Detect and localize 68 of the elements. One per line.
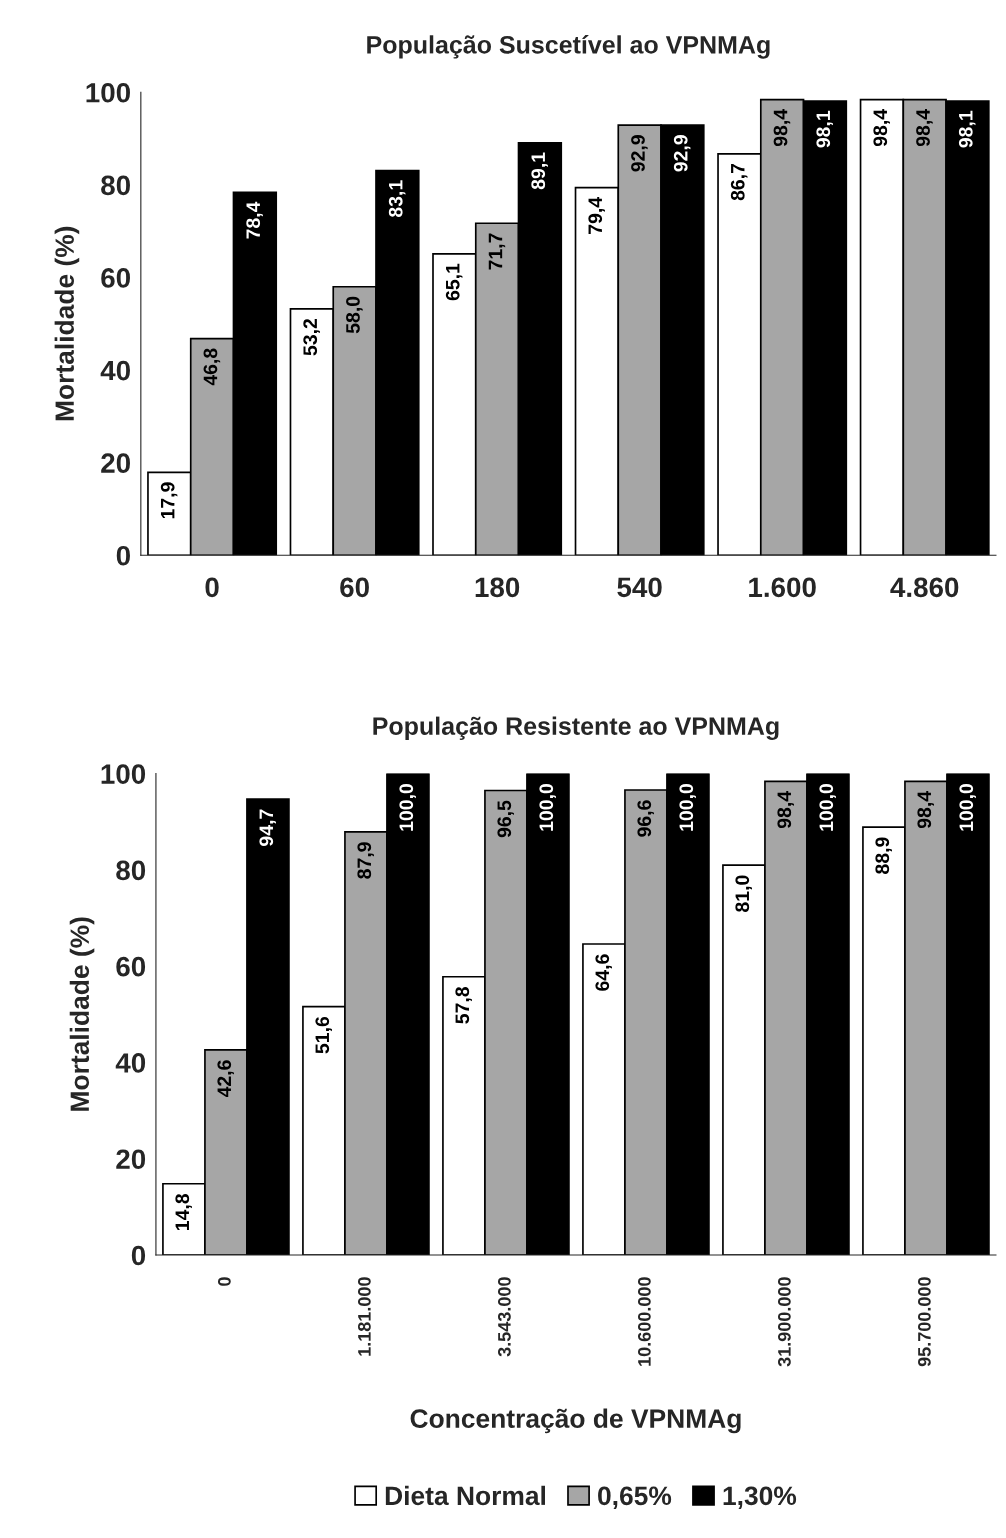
data-label: 94,7 <box>259 809 276 846</box>
data-label: 98,4 <box>917 791 934 829</box>
x-tick-label: 1.181.000 <box>357 1277 371 1356</box>
x-tick-label: 0 <box>217 1277 231 1286</box>
data-label: 78,4 <box>246 201 263 239</box>
data-label: 79,4 <box>588 197 605 234</box>
data-label: 100,0 <box>959 784 976 831</box>
legend-label: 0,65% <box>598 1486 672 1509</box>
data-label: 100,0 <box>539 784 556 831</box>
y-tick-label: 80 <box>116 860 146 881</box>
data-label: 100,0 <box>819 784 836 831</box>
x-tick-label: 95.700.000 <box>918 1277 931 1367</box>
y-tick-label: 100 <box>101 764 146 784</box>
y-tick-label: 40 <box>115 1053 146 1073</box>
x-tick-label: 180 <box>475 577 520 598</box>
y-tick-label: 0 <box>116 545 130 566</box>
data-label: 98,4 <box>916 109 933 147</box>
y-tick-label: 40 <box>100 360 130 381</box>
data-label: 46,8 <box>203 348 221 386</box>
data-label: 98,4 <box>777 791 794 829</box>
x-tick-label: 0 <box>205 577 219 598</box>
x-tick-label: 540 <box>617 577 662 598</box>
y-tick-label: 20 <box>101 453 130 473</box>
x-tick-label: 4.860 <box>890 577 959 598</box>
data-label: 81,0 <box>735 875 752 912</box>
data-label: 96,6 <box>637 800 654 837</box>
data-label: 51,6 <box>315 1016 332 1054</box>
data-label: 96,5 <box>497 800 514 838</box>
y-tick-label: 60 <box>101 268 130 288</box>
x-tick-label: 60 <box>340 577 369 598</box>
y-axis-title: Mortalidade (%) <box>54 226 80 421</box>
x-tick-label: 3.543.000 <box>498 1277 511 1357</box>
data-label: 92,9 <box>673 135 691 172</box>
x-tick-label: 1.600 <box>749 577 816 598</box>
y-tick-label: 80 <box>101 175 130 196</box>
data-label: 100,0 <box>679 784 696 831</box>
data-label: 98,1 <box>816 110 833 148</box>
data-label: 17,9 <box>160 482 178 519</box>
data-label: 53,2 <box>303 318 320 356</box>
data-label: 89,1 <box>531 152 548 190</box>
y-tick-label: 100 <box>86 82 130 103</box>
data-label: 42,6 <box>217 1060 234 1098</box>
x-axis-title: Concentração de VPNMAg <box>410 1408 741 1434</box>
data-label: 65,1 <box>445 263 463 301</box>
data-label: 58,0 <box>346 296 363 334</box>
x-tick-label: 31.900.000 <box>778 1277 791 1367</box>
chart-title: População Suscetível ao VPNMAg <box>367 35 770 59</box>
y-tick-label: 20 <box>116 1149 146 1170</box>
data-label: 92,9 <box>631 135 648 172</box>
data-label: 64,6 <box>595 954 612 991</box>
y-axis-title: Mortalidade (%) <box>69 917 95 1111</box>
data-label: 98,4 <box>873 109 890 147</box>
data-label: 86,7 <box>730 163 748 201</box>
data-label: 98,1 <box>958 110 976 148</box>
y-tick-label: 60 <box>116 956 146 977</box>
x-tick-label: 10.600.000 <box>638 1277 651 1366</box>
legend-label: 1,30% <box>723 1486 797 1509</box>
legend-label: Dieta Normal <box>385 1485 546 1506</box>
data-label: 88,9 <box>875 837 892 874</box>
data-label: 71,7 <box>488 233 506 270</box>
data-label: 87,9 <box>357 842 374 879</box>
data-label: 83,1 <box>388 180 406 217</box>
data-label: 14,8 <box>175 1193 192 1231</box>
chart-title: População Resistente ao VPNMAg <box>373 716 779 741</box>
y-tick-label: 0 <box>131 1245 146 1266</box>
data-label: 100,0 <box>399 784 416 831</box>
data-label: 98,4 <box>773 109 791 147</box>
data-label: 57,8 <box>455 986 472 1024</box>
